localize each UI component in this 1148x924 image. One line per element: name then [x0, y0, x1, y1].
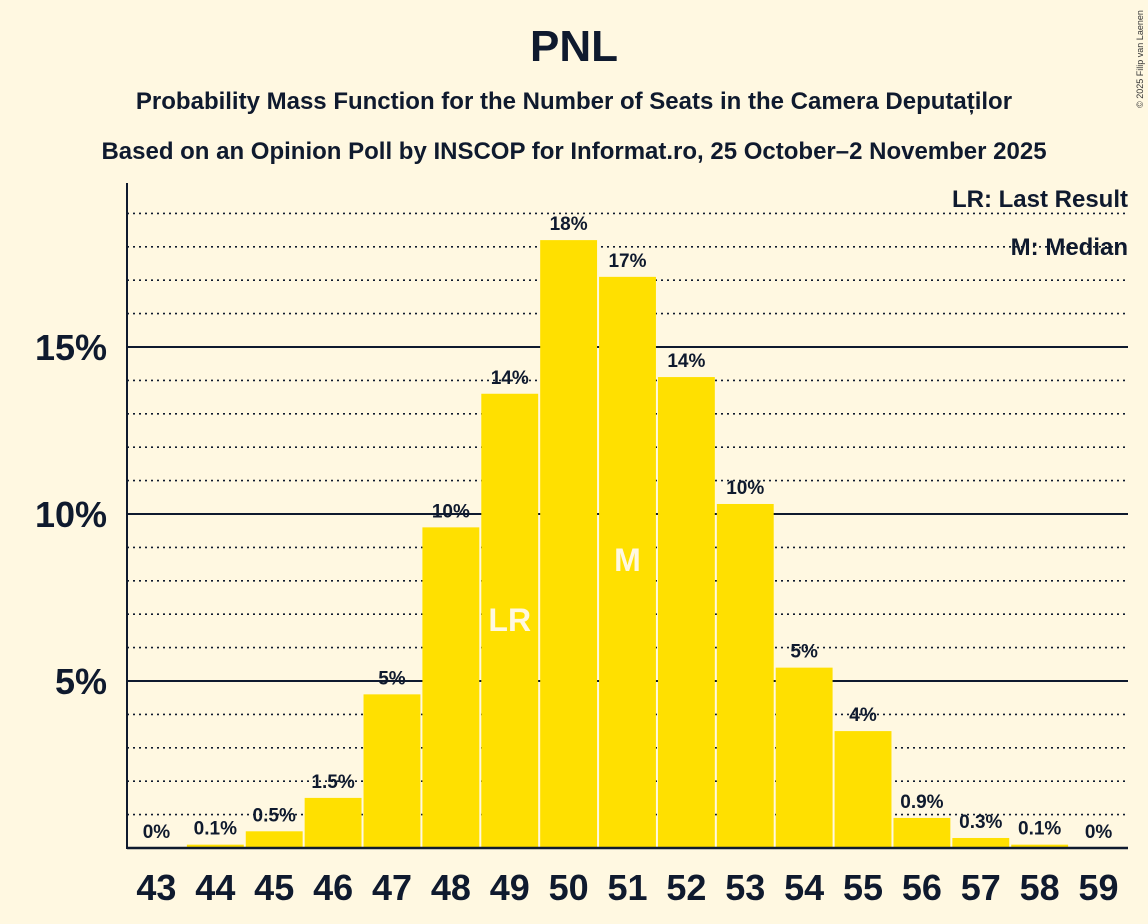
- x-tick-label: 47: [372, 867, 412, 908]
- bar-seat-53: [716, 503, 774, 848]
- bar-seat-48: [422, 527, 480, 848]
- bar-value-label: 5%: [378, 668, 406, 689]
- bar-seat-50: [540, 240, 598, 848]
- x-tick-label: 57: [961, 867, 1001, 908]
- x-tick-label: 56: [902, 867, 942, 908]
- bar-value-label: 10%: [432, 501, 470, 522]
- bar-seat-58: [1011, 844, 1069, 848]
- bar-value-label: 0.3%: [959, 812, 1002, 833]
- chart-subtitle-source: Based on an Opinion Poll by INSCOP for I…: [101, 138, 1047, 165]
- chart-title: PNL: [530, 22, 618, 71]
- bar-seat-52: [657, 377, 715, 848]
- bar-value-label: 17%: [608, 251, 646, 272]
- x-tick-label: 43: [136, 867, 176, 908]
- x-tick-label: 46: [313, 867, 353, 908]
- bar-seat-44: [186, 844, 244, 848]
- x-tick-label: 45: [254, 867, 294, 908]
- chart-subtitle: Probability Mass Function for the Number…: [135, 88, 1013, 115]
- bar-seat-47: [363, 694, 421, 848]
- x-tick-label: 48: [431, 867, 471, 908]
- bar-value-label: 0.5%: [253, 805, 296, 826]
- bar-seat-45: [245, 831, 303, 848]
- y-tick-label: 5%: [55, 661, 107, 702]
- x-tick-label: 59: [1079, 867, 1119, 908]
- x-tick-label: 51: [607, 867, 647, 908]
- bar-value-label: 5%: [790, 642, 818, 663]
- x-tick-label: 54: [784, 867, 824, 908]
- bar-value-label: 0.1%: [194, 819, 237, 840]
- bar-value-label: 18%: [550, 214, 588, 235]
- y-tick-label: 15%: [35, 327, 107, 368]
- bar-seat-51: [599, 276, 656, 848]
- x-tick-label: 50: [549, 867, 589, 908]
- bar-seat-46: [304, 797, 362, 848]
- bar-seat-54: [775, 667, 833, 848]
- bar-value-label: 1.5%: [311, 772, 354, 793]
- bar-seat-55: [834, 731, 892, 848]
- x-tick-label: 49: [490, 867, 530, 908]
- legend-median: M: Median: [1010, 234, 1128, 261]
- bar-seat-49: [481, 393, 539, 848]
- x-tick-label: 44: [195, 867, 235, 908]
- x-tick-label: 52: [666, 867, 706, 908]
- bar-value-label: 14%: [491, 368, 529, 389]
- x-tick-label: 55: [843, 867, 883, 908]
- bar-seat-56: [893, 817, 951, 848]
- bar-value-label: 14%: [667, 351, 705, 372]
- bar-value-label: 4%: [849, 705, 877, 726]
- bar-seat-57: [952, 837, 1010, 848]
- y-tick-label: 10%: [35, 494, 107, 535]
- last-result-marker: LR: [488, 602, 531, 638]
- x-tick-label: 53: [725, 867, 765, 908]
- bar-value-label: 0%: [1085, 822, 1113, 843]
- legend-last-result: LR: Last Result: [951, 186, 1128, 213]
- x-tick-label: 58: [1020, 867, 1060, 908]
- bar-value-label: 10%: [726, 478, 764, 499]
- bar-value-label: 0%: [143, 822, 171, 843]
- bar-value-label: 0.1%: [1018, 819, 1061, 840]
- bar-value-label: 0.9%: [900, 792, 943, 813]
- median-marker: M: [614, 542, 641, 578]
